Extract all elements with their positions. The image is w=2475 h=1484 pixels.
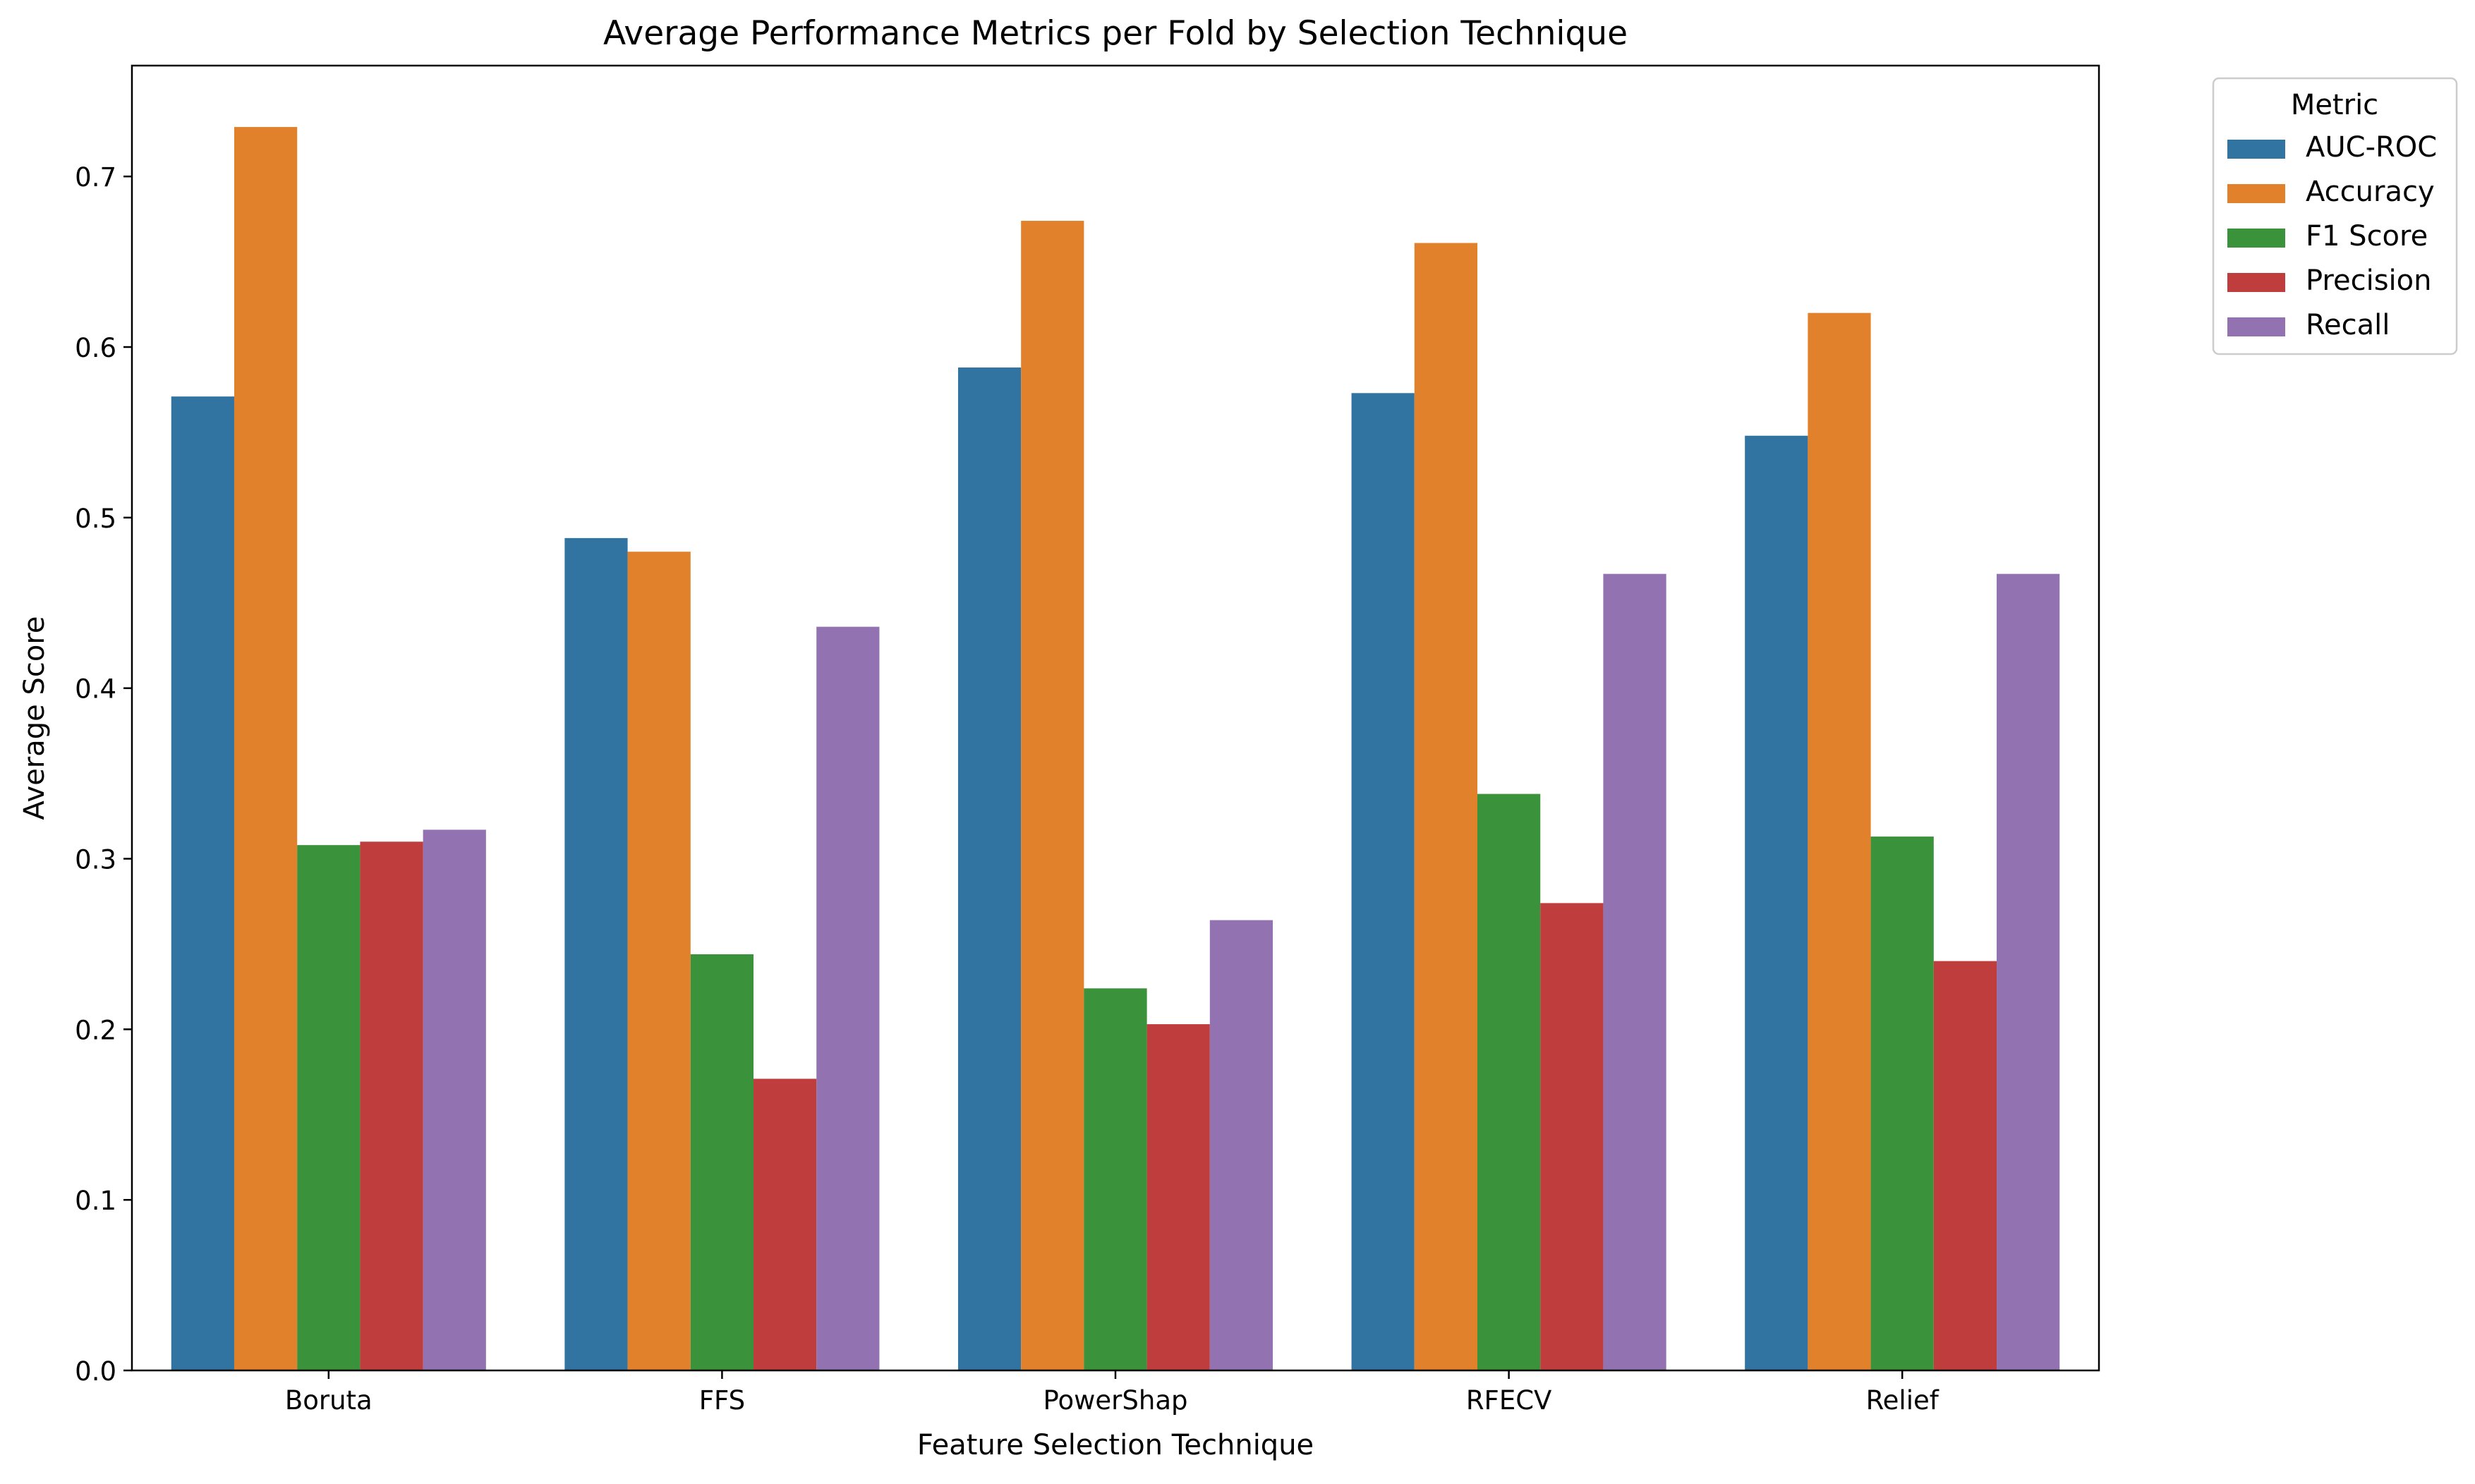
bar-rfecv-precision (1540, 903, 1604, 1370)
bar-relief-auc-roc (1745, 435, 1808, 1370)
bar-relief-precision (1933, 961, 1997, 1370)
bar-powershap-precision (1146, 1024, 1210, 1370)
bar-ffs-recall (816, 626, 880, 1371)
legend-entry-label: AUC-ROC (2306, 131, 2437, 164)
bar-relief-accuracy (1808, 312, 1871, 1371)
y-tick-label: 0.2 (75, 1015, 116, 1045)
y-tick-label: 0.0 (75, 1356, 116, 1387)
bar-powershap-auc-roc (957, 367, 1022, 1370)
y-axis-label: Average Score (18, 616, 51, 820)
legend-entry-label: Accuracy (2306, 176, 2435, 208)
y-tick-label: 0.4 (75, 674, 116, 705)
x-axis-label: Feature Selection Technique (917, 1429, 1314, 1461)
bar-rfecv-recall (1603, 573, 1666, 1370)
legend-swatch (2227, 229, 2285, 248)
x-tick-label: FFS (699, 1385, 745, 1416)
x-axis: Boruta FFS PowerShap RFECV Relief (285, 1370, 1940, 1416)
legend-swatch (2227, 273, 2285, 292)
x-tick-label: Relief (1866, 1385, 1940, 1416)
bar-powershap-recall (1209, 920, 1273, 1370)
legend-entry-label: F1 Score (2306, 220, 2428, 253)
bar-ffs-accuracy (627, 552, 691, 1370)
bar-relief-f1-score (1870, 837, 1934, 1370)
bar-ffs-f1-score (690, 954, 754, 1370)
legend-swatch (2227, 140, 2285, 159)
bar-boruta-precision (360, 841, 423, 1370)
bars-group (171, 127, 2060, 1371)
x-tick-label: RFECV (1466, 1385, 1552, 1416)
bar-boruta-accuracy (234, 127, 298, 1370)
y-tick-label: 0.5 (75, 504, 116, 534)
legend-swatch (2227, 317, 2285, 336)
y-tick-label: 0.3 (75, 845, 116, 875)
chart-title: Average Performance Metrics per Fold by … (603, 14, 1628, 53)
legend: Metric AUC-ROC Accuracy F1 Score Precision R… (2212, 77, 2458, 355)
bar-boruta-f1-score (297, 845, 361, 1370)
bar-relief-recall (1997, 573, 2060, 1370)
y-tick-label: 0.6 (75, 333, 116, 363)
bar-ffs-precision (754, 1078, 817, 1370)
bar-rfecv-auc-roc (1351, 393, 1415, 1370)
bar-boruta-recall (423, 829, 486, 1370)
bar-powershap-accuracy (1021, 221, 1084, 1370)
bar-rfecv-f1-score (1477, 793, 1541, 1370)
legend-title: Metric (2291, 89, 2378, 121)
legend-swatch (2227, 184, 2285, 203)
bar-rfecv-accuracy (1414, 243, 1477, 1370)
y-tick-label: 0.1 (75, 1186, 116, 1216)
bar-boruta-auc-roc (171, 396, 234, 1370)
y-tick-label: 0.7 (75, 162, 116, 193)
x-tick-label: Boruta (285, 1385, 373, 1416)
y-axis: 0.0 0.1 0.2 0.3 0.4 0.5 0.6 0.7 (75, 162, 132, 1387)
x-tick-label: PowerShap (1043, 1385, 1188, 1416)
bar-powershap-f1-score (1084, 988, 1147, 1370)
legend-entry-label: Precision (2306, 264, 2431, 297)
bar-ffs-auc-roc (564, 537, 628, 1370)
legend-entry-label: Recall (2306, 309, 2390, 341)
